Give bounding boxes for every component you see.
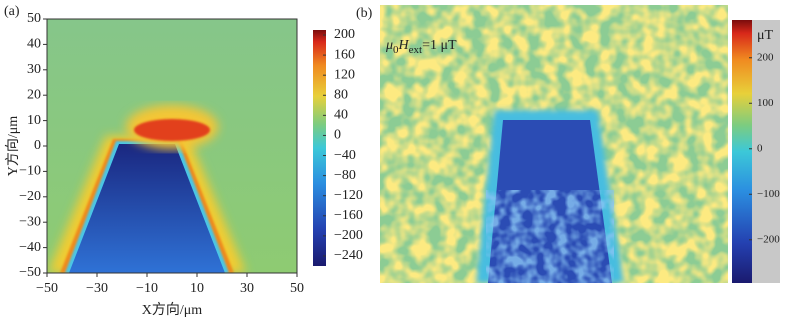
x-tick-label: −50 — [36, 281, 58, 296]
annotation-part: =1 μT — [422, 38, 457, 53]
colorbar-tick-label: 0 — [757, 142, 763, 154]
panel-label: (a) — [4, 4, 20, 19]
colorbar — [732, 20, 752, 283]
colorbar-tick-label: −200 — [757, 233, 780, 245]
colorbar-tick-label: −160 — [334, 208, 363, 223]
annotation-part: 0 — [393, 44, 399, 56]
x-axis-label: X方向/μm — [142, 302, 203, 318]
x-tick-label: 30 — [240, 281, 254, 296]
colorbar-tick-label: −240 — [334, 248, 363, 263]
colorbar-panel — [752, 20, 780, 283]
y-tick-label: 30 — [27, 62, 41, 77]
colorbar-tick-label: −80 — [334, 168, 356, 183]
heatmap-b — [380, 5, 728, 283]
y-tick-label: 10 — [27, 113, 41, 128]
colorbar-tick-label: 100 — [757, 97, 774, 109]
x-tick-label: 50 — [290, 281, 304, 296]
colorbar-tick-label: 160 — [334, 47, 355, 62]
annotation-part: H — [398, 38, 410, 53]
colorbar — [313, 30, 326, 266]
colorbar-tick-label: 0 — [334, 128, 341, 143]
heatmap-a — [47, 19, 297, 273]
colorbar-tick-label: 40 — [334, 108, 348, 123]
y-tick-label: −20 — [19, 189, 41, 204]
y-tick-label: −30 — [19, 214, 41, 229]
annotation-part: ext — [409, 44, 422, 56]
y-tick-label: 0 — [34, 138, 41, 153]
colorbar-tick-label: −100 — [757, 188, 780, 200]
y-axis-label: Y方向/μm — [5, 116, 21, 177]
annotation: μ0Hext=1 μT — [385, 38, 457, 55]
y-tick-label: −40 — [19, 240, 41, 255]
x-tick-label: −10 — [136, 281, 158, 296]
x-tick-label: −30 — [86, 281, 108, 296]
y-tick-label: 20 — [27, 87, 41, 102]
colorbar-tick-label: 200 — [334, 27, 355, 42]
panel-label: (b) — [356, 6, 373, 21]
y-tick-label: −50 — [19, 265, 41, 280]
annotation-part: μ — [385, 38, 393, 53]
colorbar-unit: μT — [757, 28, 774, 43]
colorbar-tick-label: −200 — [334, 228, 363, 243]
colorbar-tick-label: 80 — [334, 87, 348, 102]
colorbar-tick-label: −120 — [334, 188, 363, 203]
y-tick-label: 50 — [27, 11, 41, 26]
colorbar-tick-label: 200 — [757, 51, 774, 63]
colorbar-tick-label: 120 — [334, 67, 355, 82]
y-tick-label: 40 — [27, 37, 41, 52]
y-tick-label: −10 — [19, 164, 41, 179]
colorbar-tick-label: −40 — [334, 148, 356, 163]
x-tick-label: 10 — [190, 281, 204, 296]
